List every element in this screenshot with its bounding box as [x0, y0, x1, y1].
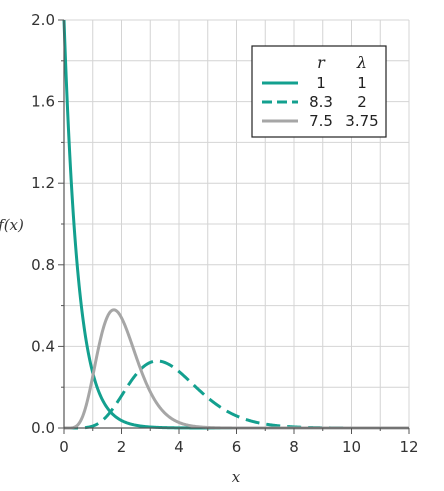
x-tick-label: 0: [59, 438, 69, 456]
x-tick-label: 4: [174, 438, 184, 456]
legend: r λ 1 1 8.3 2 7.5 3.75: [251, 45, 387, 138]
x-axis-label: x: [232, 468, 241, 486]
x-tick-label: 10: [342, 438, 361, 456]
y-tick-label: 0.4: [31, 337, 55, 355]
legend-r-series-2: 8.3: [309, 93, 333, 111]
legend-lambda-series-3: 3.75: [345, 112, 378, 130]
x-tick-label: 12: [399, 438, 418, 456]
y-tick-label: 2.0: [31, 11, 55, 29]
legend-lambda-series-2: 2: [357, 93, 367, 111]
y-axis-label: f(x): [0, 216, 24, 234]
legend-header-lambda: λ: [356, 53, 367, 72]
x-tick-label: 6: [232, 438, 242, 456]
x-tick-label: 8: [289, 438, 299, 456]
legend-header-r: r: [317, 53, 326, 72]
x-tick-label: 2: [117, 438, 127, 456]
y-tick-label: 0.8: [31, 256, 55, 274]
legend-r-series-3: 7.5: [309, 112, 333, 130]
y-tick-label: 1.2: [31, 174, 55, 192]
y-tick-label: 0.0: [31, 419, 55, 437]
tick-labels: 0 2 4 6 8 10 120.00.40.81.21.62.0: [31, 11, 418, 456]
legend-lambda-series-1: 1: [357, 74, 367, 92]
y-tick-label: 1.6: [31, 93, 55, 111]
axes: [58, 19, 410, 434]
legend-r-series-1: 1: [316, 74, 326, 92]
